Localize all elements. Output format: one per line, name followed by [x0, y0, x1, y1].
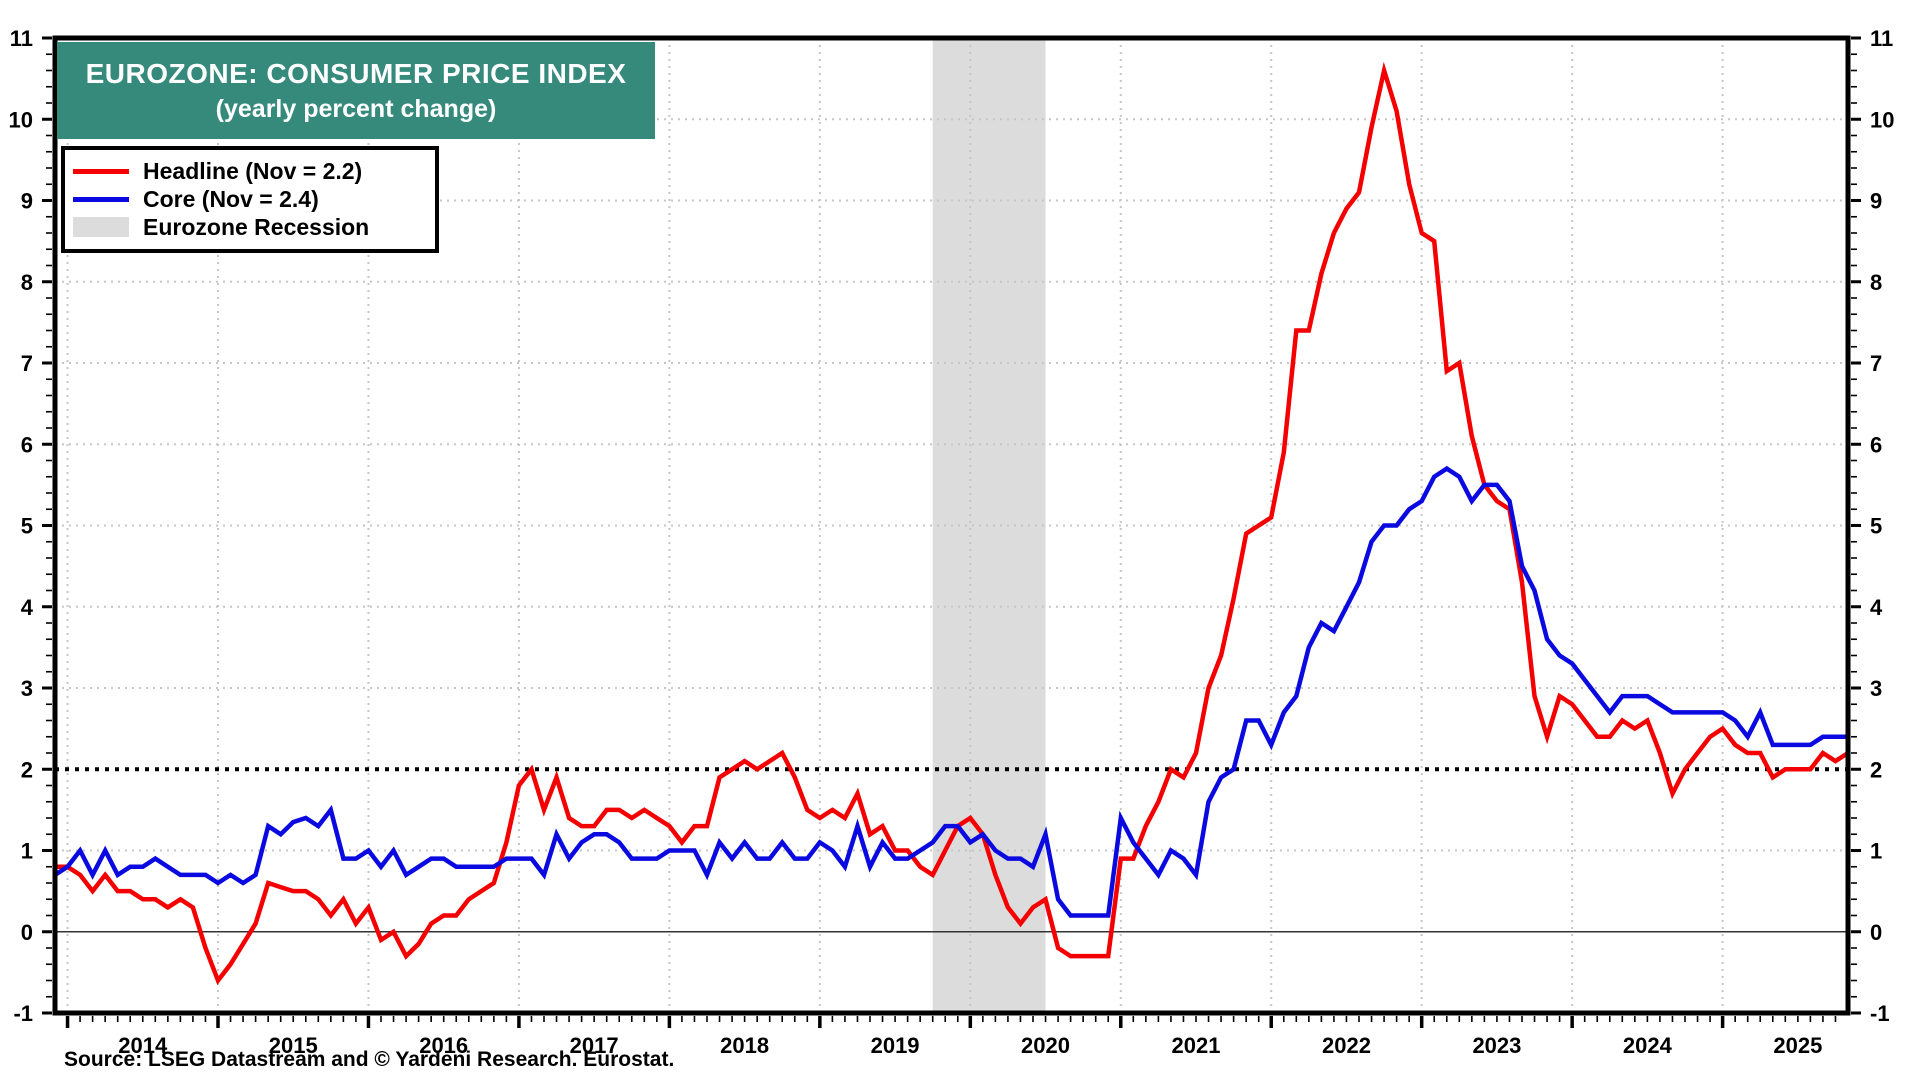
y-axis-label-left: 4 [21, 595, 34, 620]
y-axis-label-left: 0 [21, 920, 33, 945]
y-axis-label-left: 9 [21, 189, 33, 214]
core-line-swatch [73, 196, 129, 202]
x-axis-year-label: 2020 [1021, 1033, 1070, 1058]
y-axis-label-left: 11 [10, 26, 33, 51]
x-axis-year-label: 2024 [1623, 1033, 1673, 1058]
source-attribution: Source: LSEG Datastream and © Yardeni Re… [64, 1048, 675, 1071]
y-axis-label-left: 7 [21, 351, 33, 376]
headline-series-line [55, 61, 1850, 986]
y-axis-label-left: 8 [21, 270, 33, 295]
y-axis-label-right: 4 [1870, 595, 1883, 620]
x-axis-year-label: 2025 [1773, 1033, 1822, 1058]
x-axis-year-label: 2015 [269, 1033, 318, 1058]
y-axis-label-right: 10 [1870, 107, 1894, 132]
legend: Headline (Nov = 2.2) Core (Nov = 2.4) Eu… [61, 146, 439, 253]
y-axis-label-left: 5 [21, 514, 33, 539]
y-gridlines [55, 118, 1848, 933]
legend-item-headline: Headline (Nov = 2.2) [73, 157, 425, 185]
legend-item-core: Core (Nov = 2.4) [73, 185, 425, 213]
chart-subtitle: (yearly percent change) [215, 94, 497, 123]
y-axis-ticks [42, 36, 1861, 1015]
chart-title-box: EUROZONE: CONSUMER PRICE INDEX (yearly p… [57, 42, 655, 139]
y-axis-label-left: 1 [21, 839, 33, 864]
y-axis-label-right: 7 [1870, 351, 1882, 376]
y-axis-label-left: 2 [21, 757, 33, 782]
y-axis-label-right: 6 [1870, 432, 1882, 457]
x-axis-ticks [65, 1016, 1837, 1028]
recession-band-swatch [73, 217, 129, 237]
x-axis-year-label: 2014 [118, 1033, 168, 1058]
y-axis-label-right: 0 [1870, 920, 1882, 945]
x-axis-year-label: 2018 [720, 1033, 769, 1058]
x-axis-year-label: 2021 [1172, 1033, 1221, 1058]
y-axis-label-left: 10 [9, 107, 33, 132]
y-axis-label-right: 2 [1870, 757, 1882, 782]
plot-frame [52, 35, 1851, 1016]
legend-headline-label: Headline (Nov = 2.2) [143, 157, 363, 184]
legend-core-label: Core (Nov = 2.4) [143, 185, 319, 212]
x-axis-year-label: 2016 [419, 1033, 468, 1058]
y-axis-label-left: -1 [13, 1001, 33, 1026]
x-axis-year-label: 2019 [871, 1033, 920, 1058]
x-axis-year-label: 2023 [1472, 1033, 1521, 1058]
y-axis-label-right: 5 [1870, 514, 1882, 539]
y-axis-label-right: -1 [1870, 1001, 1890, 1026]
chart-title: EUROZONE: CONSUMER PRICE INDEX [85, 57, 627, 89]
core-series-line [53, 465, 1848, 918]
y-axis-label-right: 9 [1870, 189, 1882, 214]
legend-item-recession: Eurozone Recession [73, 213, 425, 241]
y-axis-label-right: 8 [1870, 270, 1882, 295]
y-axis-label-right: 11 [1870, 26, 1893, 51]
x-axis-year-label: 2017 [570, 1033, 619, 1058]
legend-recession-label: Eurozone Recession [143, 213, 370, 240]
headline-line-swatch [73, 168, 129, 174]
y-axis-label-right: 3 [1870, 676, 1882, 701]
x-axis-labels: 2014 2015 2016 2017 2018 2019 2020 2021 2022 2023… [118, 1033, 1822, 1058]
y-axis-label-left: 6 [21, 432, 33, 457]
y-axis-label-right: 1 [1870, 839, 1882, 864]
y-axis-label-left: 3 [21, 676, 33, 701]
x-axis-year-label: 2022 [1322, 1033, 1371, 1058]
